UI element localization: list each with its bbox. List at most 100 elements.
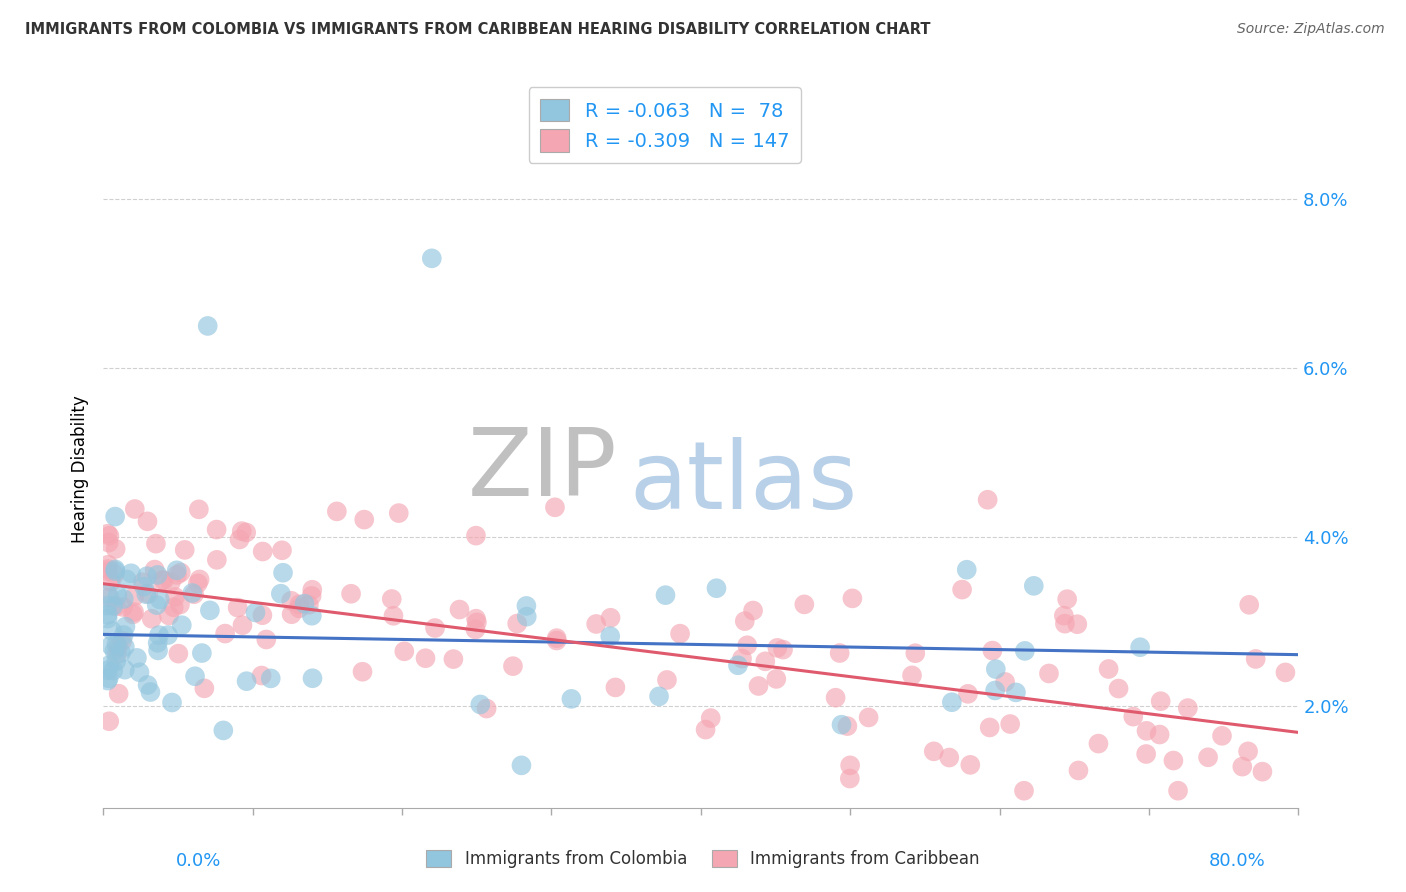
- Point: [1129, 640, 1152, 655]
- Point: [765, 672, 787, 686]
- Point: [648, 690, 671, 704]
- Point: [169, 598, 191, 612]
- Point: [294, 597, 316, 611]
- Text: 80.0%: 80.0%: [1209, 852, 1265, 870]
- Point: [228, 533, 250, 547]
- Point: [114, 640, 136, 654]
- Point: [107, 687, 129, 701]
- Point: [97, 535, 120, 549]
- Point: [136, 587, 159, 601]
- Point: [956, 687, 979, 701]
- Point: [415, 651, 437, 665]
- Point: [135, 587, 157, 601]
- Point: [97, 612, 120, 626]
- Point: [104, 562, 127, 576]
- Point: [157, 628, 180, 642]
- Point: [1012, 783, 1035, 797]
- Point: [735, 638, 758, 652]
- Point: [280, 593, 302, 607]
- Point: [193, 681, 215, 696]
- Point: [981, 643, 1004, 657]
- Point: [252, 544, 274, 558]
- Point: [979, 721, 1001, 735]
- Point: [97, 671, 120, 685]
- Legend: Immigrants from Colombia, Immigrants from Caribbean: Immigrants from Colombia, Immigrants fro…: [419, 843, 987, 875]
- Point: [858, 710, 880, 724]
- Point: [166, 563, 188, 577]
- Point: [830, 717, 852, 731]
- Point: [922, 744, 945, 758]
- Point: [516, 609, 538, 624]
- Point: [139, 685, 162, 699]
- Point: [824, 690, 846, 705]
- Point: [1053, 608, 1076, 623]
- Point: [950, 582, 973, 597]
- Point: [104, 564, 127, 578]
- Point: [112, 628, 135, 642]
- Point: [475, 701, 498, 715]
- Point: [114, 663, 136, 677]
- Point: [423, 621, 446, 635]
- Point: [1066, 617, 1088, 632]
- Point: [235, 674, 257, 689]
- Point: [122, 605, 145, 619]
- Point: [170, 566, 193, 580]
- Text: ZIP: ZIP: [467, 424, 617, 516]
- Point: [98, 529, 121, 543]
- Point: [115, 573, 138, 587]
- Point: [111, 634, 134, 648]
- Point: [197, 318, 219, 333]
- Point: [150, 573, 173, 587]
- Point: [157, 608, 180, 623]
- Point: [1274, 665, 1296, 680]
- Point: [1014, 644, 1036, 658]
- Point: [205, 553, 228, 567]
- Point: [254, 632, 277, 647]
- Point: [353, 513, 375, 527]
- Point: [669, 626, 692, 640]
- Point: [103, 664, 125, 678]
- Point: [136, 569, 159, 583]
- Point: [695, 723, 717, 737]
- Point: [754, 654, 776, 668]
- Point: [959, 757, 981, 772]
- Point: [141, 612, 163, 626]
- Point: [97, 565, 120, 579]
- Point: [464, 623, 486, 637]
- Point: [1122, 709, 1144, 723]
- Point: [104, 541, 127, 556]
- Point: [146, 568, 169, 582]
- Point: [143, 563, 166, 577]
- Point: [146, 643, 169, 657]
- Point: [731, 651, 754, 665]
- Point: [1038, 666, 1060, 681]
- Text: 0.0%: 0.0%: [176, 852, 221, 870]
- Text: Source: ZipAtlas.com: Source: ZipAtlas.com: [1237, 22, 1385, 37]
- Point: [101, 624, 124, 638]
- Point: [506, 616, 529, 631]
- Text: IMMIGRANTS FROM COLOMBIA VS IMMIGRANTS FROM CARIBBEAN HEARING DISABILITY CORRELA: IMMIGRANTS FROM COLOMBIA VS IMMIGRANTS F…: [25, 22, 931, 37]
- Point: [98, 714, 121, 729]
- Point: [103, 599, 125, 613]
- Point: [1163, 754, 1185, 768]
- Point: [1005, 685, 1028, 699]
- Point: [1108, 681, 1130, 696]
- Point: [838, 772, 860, 786]
- Point: [470, 698, 492, 712]
- Point: [105, 588, 128, 602]
- Point: [271, 543, 294, 558]
- Point: [394, 644, 416, 658]
- Point: [382, 608, 405, 623]
- Point: [98, 658, 121, 673]
- Point: [904, 646, 927, 660]
- Point: [191, 646, 214, 660]
- Point: [98, 591, 121, 605]
- Point: [1135, 723, 1157, 738]
- Point: [1149, 727, 1171, 741]
- Point: [837, 719, 859, 733]
- Point: [839, 758, 862, 772]
- Point: [381, 592, 404, 607]
- Point: [100, 574, 122, 589]
- Point: [270, 587, 292, 601]
- Point: [170, 618, 193, 632]
